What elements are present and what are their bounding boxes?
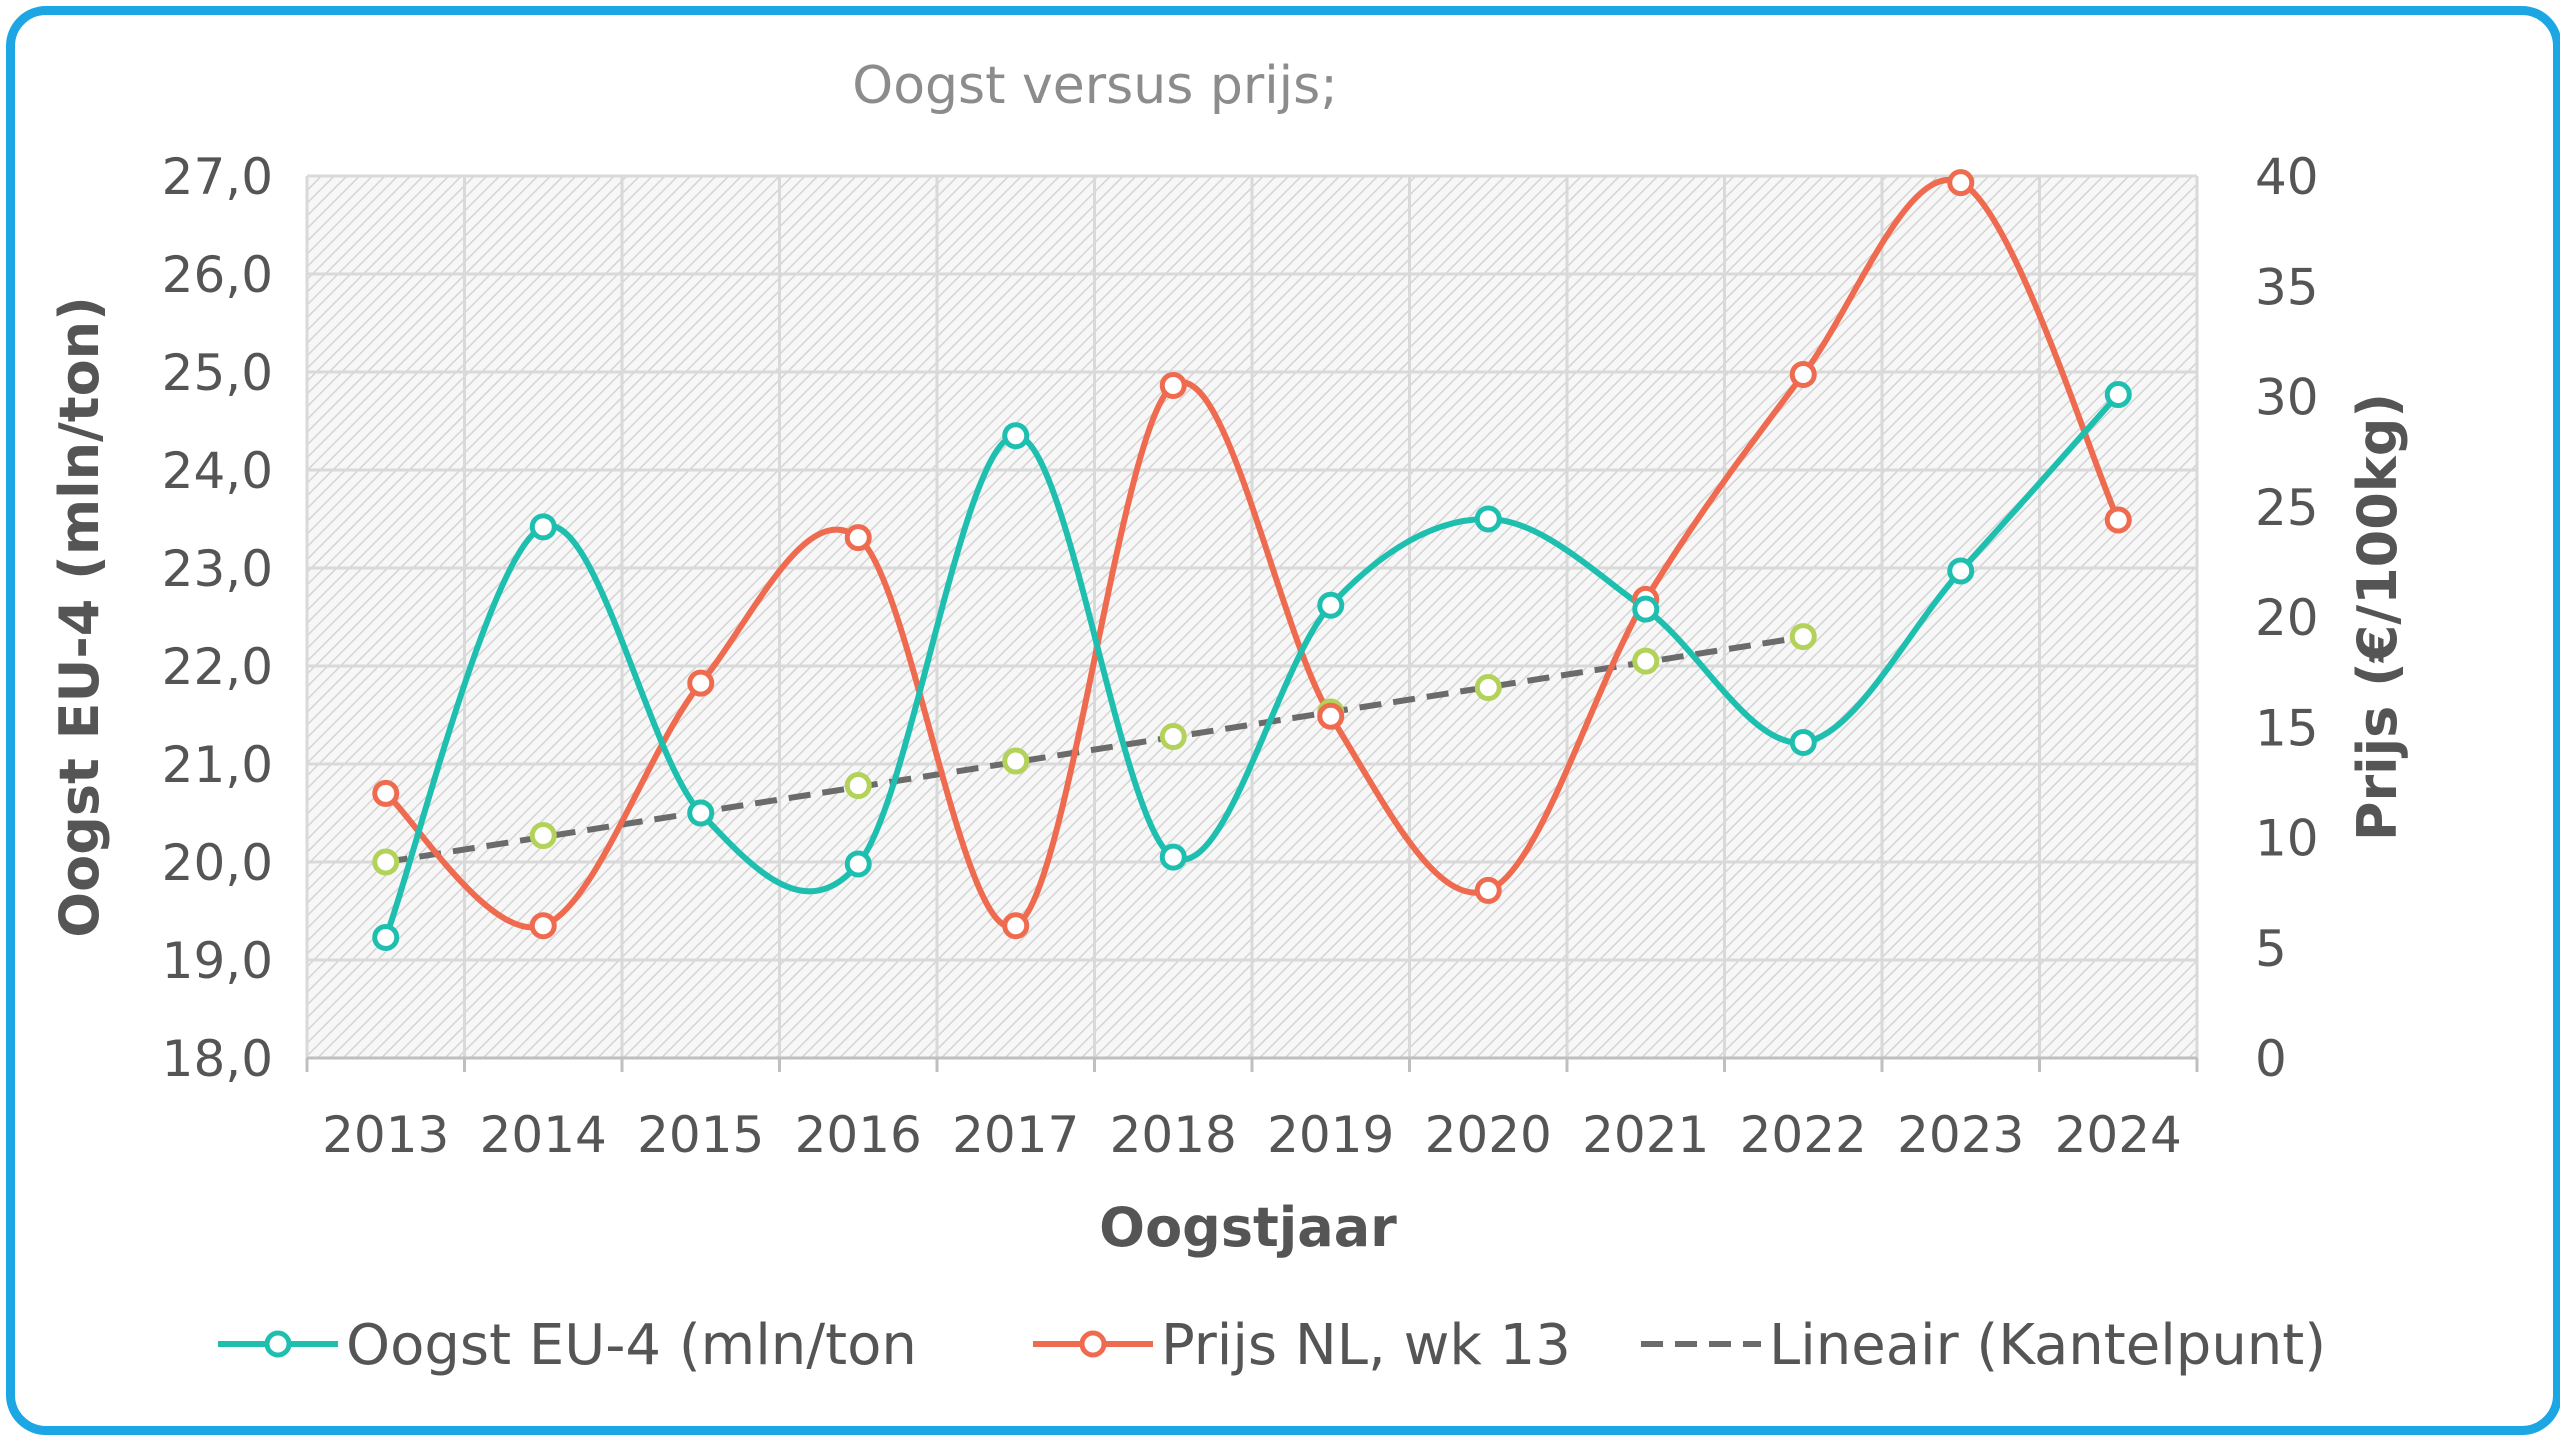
data-point-prijs-nl-wk-13: [1947, 169, 1975, 197]
data-point-prijs-nl-wk-13: [1002, 912, 1030, 940]
data-point-kantelpunt: [529, 822, 557, 850]
data-point-prijs-nl-wk-13: [1159, 371, 1187, 399]
y-tick-label: 23,0: [162, 540, 273, 598]
data-point-kantelpunt: [372, 848, 400, 876]
data-point-oogst-eu-4-mln-ton: [2104, 381, 2132, 409]
y-tick-label: 27,0: [162, 148, 273, 206]
y-tick-label: 26,0: [162, 246, 273, 304]
chart-title: Oogst versus prijs;: [852, 56, 1337, 116]
data-point-prijs-nl-wk-13: [529, 912, 557, 940]
x-tick-label: 2014: [480, 1106, 607, 1164]
axes: [305, 1056, 2199, 1072]
y2-tick-label: 10: [2255, 810, 2319, 868]
data-point-oogst-eu-4-mln-ton: [1632, 595, 1660, 623]
data-point-oogst-eu-4-mln-ton: [1002, 422, 1030, 450]
data-point-kantelpunt: [1474, 674, 1502, 702]
x-tick-label: 2019: [1267, 1106, 1394, 1164]
legend-marker-oogst-eu-4-mln-ton: [264, 1330, 292, 1358]
data-point-oogst-eu-4-mln-ton: [529, 513, 557, 541]
y-tick-label: 19,0: [162, 932, 273, 990]
x-axis-label: Oogstjaar: [1099, 1196, 1397, 1259]
data-point-oogst-eu-4-mln-ton: [1947, 557, 1975, 585]
data-point-prijs-nl-wk-13: [2104, 506, 2132, 534]
y-tick-label: 22,0: [162, 638, 273, 696]
x-tick-label: 2018: [1110, 1106, 1237, 1164]
data-point-prijs-nl-wk-13: [372, 779, 400, 807]
x-tick-label: 2016: [795, 1106, 922, 1164]
data-point-prijs-nl-wk-13: [1317, 702, 1345, 730]
y-tick-label: 18,0: [162, 1030, 273, 1088]
y2-tick-label: 35: [2255, 258, 2319, 316]
tick-labels: 18,0 19,0 20,0 21,0 22,0 23,0 24,0 25,0 26,0 27,0…: [162, 148, 2319, 1164]
legend-label-prijs-nl-wk-13: Prijs NL, wk 13: [1161, 1313, 1571, 1378]
y2-tick-label: 20: [2255, 589, 2319, 647]
y-axis-label: Oogst EU-4 (mln/ton): [48, 296, 111, 938]
y-tick-label: 24,0: [162, 442, 273, 500]
x-tick-label: 2020: [1425, 1106, 1552, 1164]
legend-marker-prijs-nl-wk-13: [1079, 1330, 1107, 1358]
gridlines: [305, 174, 2199, 1060]
data-point-oogst-eu-4-mln-ton: [1159, 843, 1187, 871]
y2-tick-label: 0: [2255, 1030, 2287, 1088]
data-point-kantelpunt: [1159, 723, 1187, 751]
data-point-oogst-eu-4-mln-ton: [687, 799, 715, 827]
y2-axis-label: Prijs (€/100kg): [2346, 393, 2409, 841]
data-point-prijs-nl-wk-13: [1789, 360, 1817, 388]
data-point-prijs-nl-wk-13: [844, 524, 872, 552]
y2-tick-label: 30: [2255, 369, 2319, 427]
y2-tick-label: 25: [2255, 479, 2319, 537]
data-point-prijs-nl-wk-13: [1474, 876, 1502, 904]
data-point-oogst-eu-4-mln-ton: [372, 923, 400, 951]
data-point-oogst-eu-4-mln-ton: [1474, 505, 1502, 533]
data-point-oogst-eu-4-mln-ton: [1317, 591, 1345, 619]
data-point-kantelpunt: [1789, 623, 1817, 651]
x-tick-label: 2017: [952, 1106, 1079, 1164]
legend-label-lineair-kantelpunt: Lineair (Kantelpunt): [1769, 1313, 2326, 1378]
data-point-kantelpunt: [1632, 647, 1660, 675]
legend-label-oogst-eu-4-mln-ton: Oogst EU-4 (mln/ton: [346, 1313, 917, 1378]
markers-group: [372, 169, 2132, 951]
y2-tick-label: 15: [2255, 699, 2319, 757]
y-tick-label: 20,0: [162, 834, 273, 892]
y-tick-label: 21,0: [162, 736, 273, 794]
x-tick-label: 2013: [322, 1106, 449, 1164]
data-point-oogst-eu-4-mln-ton: [844, 850, 872, 878]
legend: Oogst EU-4 (mln/ton Prijs NL, wk 13 Lineai…: [218, 1313, 2326, 1378]
x-tick-label: 2015: [637, 1106, 764, 1164]
y2-tick-label: 40: [2255, 148, 2319, 206]
data-point-prijs-nl-wk-13: [687, 669, 715, 697]
data-point-oogst-eu-4-mln-ton: [1789, 728, 1817, 756]
x-tick-label: 2023: [1897, 1106, 2024, 1164]
y2-tick-label: 5: [2255, 920, 2287, 978]
x-tick-label: 2024: [2055, 1106, 2182, 1164]
y-tick-label: 25,0: [162, 344, 273, 402]
data-point-kantelpunt: [1002, 747, 1030, 775]
data-point-kantelpunt: [844, 772, 872, 800]
x-tick-label: 2021: [1582, 1106, 1709, 1164]
x-tick-label: 2022: [1740, 1106, 1867, 1164]
